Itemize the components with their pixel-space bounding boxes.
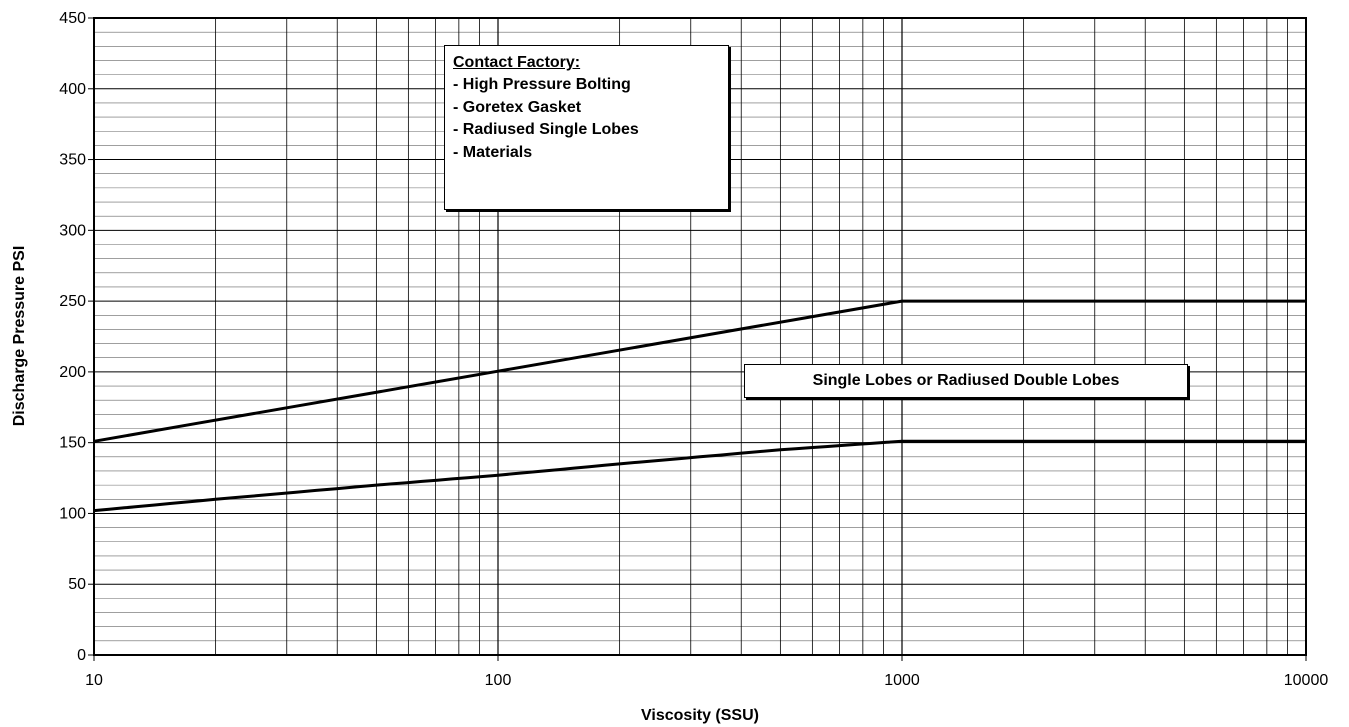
y-tick-label: 0 bbox=[77, 647, 86, 664]
y-tick-label: 350 bbox=[59, 152, 86, 169]
contact-item: - High Pressure Bolting bbox=[453, 76, 631, 93]
region-label-box: Single Lobes or Radiused Double Lobes bbox=[744, 364, 1188, 398]
series-line-1 bbox=[93, 299, 1306, 443]
x-tick-label: 1000 bbox=[884, 672, 920, 689]
y-tick-label: 150 bbox=[59, 435, 86, 452]
contact-item: - Radiused Single Lobes bbox=[453, 121, 639, 138]
grid bbox=[94, 18, 1306, 655]
y-tick-label: 250 bbox=[59, 293, 86, 310]
contact-factory-note: Contact Factory: - High Pressure Bolting… bbox=[444, 45, 729, 210]
y-axis-title: Discharge Pressure PSI bbox=[11, 246, 28, 427]
y-tick-label: 100 bbox=[59, 505, 86, 522]
region-label: Single Lobes or Radiused Double Lobes bbox=[812, 372, 1120, 389]
y-tick-label: 400 bbox=[59, 81, 86, 98]
tick-labels: 0 50 100 150 200 250 300 350 400 450 10 100 1000 1000… bbox=[59, 10, 1328, 689]
y-tick-label: 300 bbox=[59, 222, 86, 239]
contact-item: - Materials bbox=[453, 143, 533, 161]
y-tick-label: 50 bbox=[68, 576, 86, 593]
series-layer bbox=[93, 299, 1306, 513]
series-line-2 bbox=[93, 439, 1306, 513]
x-tick-label: 10 bbox=[85, 672, 103, 689]
x-tick-label: 100 bbox=[485, 672, 512, 689]
plot-frame bbox=[93, 17, 1307, 656]
x-tick-label: 10000 bbox=[1284, 672, 1329, 689]
contact-factory-heading: Contact Factory: bbox=[453, 54, 581, 71]
x-axis-title: Viscosity (SSU) bbox=[641, 707, 759, 724]
y-tick-label: 450 bbox=[59, 10, 86, 27]
contact-item: - Goretex Gasket bbox=[453, 98, 582, 116]
y-tick-label: 200 bbox=[59, 364, 86, 381]
